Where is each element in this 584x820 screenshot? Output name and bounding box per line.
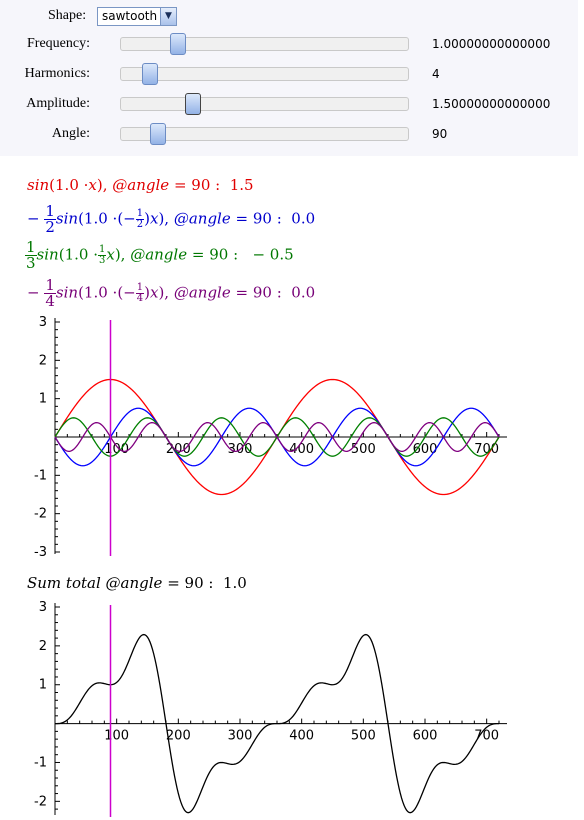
frequency-slider-thumb[interactable] [170,33,187,55]
y-tick-label: 2 [39,639,47,654]
shape-select[interactable]: sawtooth ▼ [97,7,177,26]
sum-total-label: Sum total @angle = 90 : 1.0 [27,574,247,592]
x-tick-label: 500 [351,442,376,457]
formula-value: 1.5 [229,176,254,194]
sum-chart: 100 200 300 400 500 600 700 -2 -1 1 2 3 [34,600,507,817]
y-tick-label: -2 [34,507,47,522]
harmonics-slider-thumb[interactable] [141,63,158,85]
frequency-value: 1.00000000000000 [432,37,551,51]
frequency-slider[interactable] [120,33,409,55]
formula-value: 0.0 [291,209,316,228]
frequency-label: Frequency: [27,36,90,51]
series-line [55,633,500,814]
x-tick-label: 500 [351,729,376,744]
harmonics-slider[interactable] [120,63,409,85]
shape-select-value: sawtooth [102,9,158,23]
y-tick-label: 2 [39,353,47,368]
harmonics-value: 4 [432,67,440,81]
x-tick-label: 300 [228,729,253,744]
sum-total-value: 1.0 [223,574,247,592]
y-tick-label: 3 [39,600,47,615]
amplitude-label: Amplitude: [26,96,90,111]
formula-harmonic-1: sin(1.0 ·x), @angle = 90 : 1.5 [27,176,254,194]
angle-value: 90 [432,127,448,141]
angle-slider-thumb[interactable] [150,123,167,145]
x-tick-label: 400 [289,729,314,744]
y-tick-label: -3 [34,545,47,560]
y-tick-label: 1 [39,392,47,407]
angle-slider[interactable] [120,123,409,145]
x-tick-label: 600 [413,729,438,744]
formula-harmonic-2: − 1 2 sin(1.0 ·(− 1 2)x), @angle = 90 : 0.0 [27,202,316,236]
x-tick-label: 700 [474,729,499,744]
formula-value: 0.0 [291,283,316,302]
x-tick-label: 100 [104,442,129,457]
series-line [54,421,500,453]
x-tick-label: 100 [104,729,129,744]
x-tick-label: 700 [474,442,499,457]
harmonics-label: Harmonics: [24,66,90,81]
harmonics-row: Harmonics: 4 [0,59,578,89]
angle-label: Angle: [51,126,90,141]
x-tick-label: 200 [166,729,191,744]
amplitude-slider-thumb[interactable] [184,93,201,115]
formula-harmonic-3: 1 3 sin(1.0 · 1 3 x), @angle = 90 : − 0.5 [25,238,294,272]
frequency-row: Frequency: 1.00000000000000 [0,29,578,59]
y-tick-label: 3 [39,315,47,330]
x-tick-label: 400 [289,442,314,457]
y-tick-label: -1 [34,468,47,483]
y-tick-label: -2 [34,794,47,809]
amplitude-slider[interactable] [120,93,409,115]
chevron-down-icon[interactable]: ▼ [160,8,176,25]
shape-label: Shape: [48,8,87,23]
amplitude-row: Amplitude: 1.50000000000000 [0,89,578,119]
formula-harmonic-4: − 1 4 sin(1.0 ·(− 1 4)x), @angle = 90 : 0.0 [27,276,316,310]
formula-value: − 0.5 [252,245,294,264]
controls-panel: Shape: sawtooth ▼ Frequency: 1.000000000… [0,0,578,156]
angle-row: Angle: 90 [0,119,578,149]
y-tick-label: -1 [34,755,47,770]
y-tick-label: 1 [39,678,47,693]
amplitude-value: 1.50000000000000 [432,97,551,111]
